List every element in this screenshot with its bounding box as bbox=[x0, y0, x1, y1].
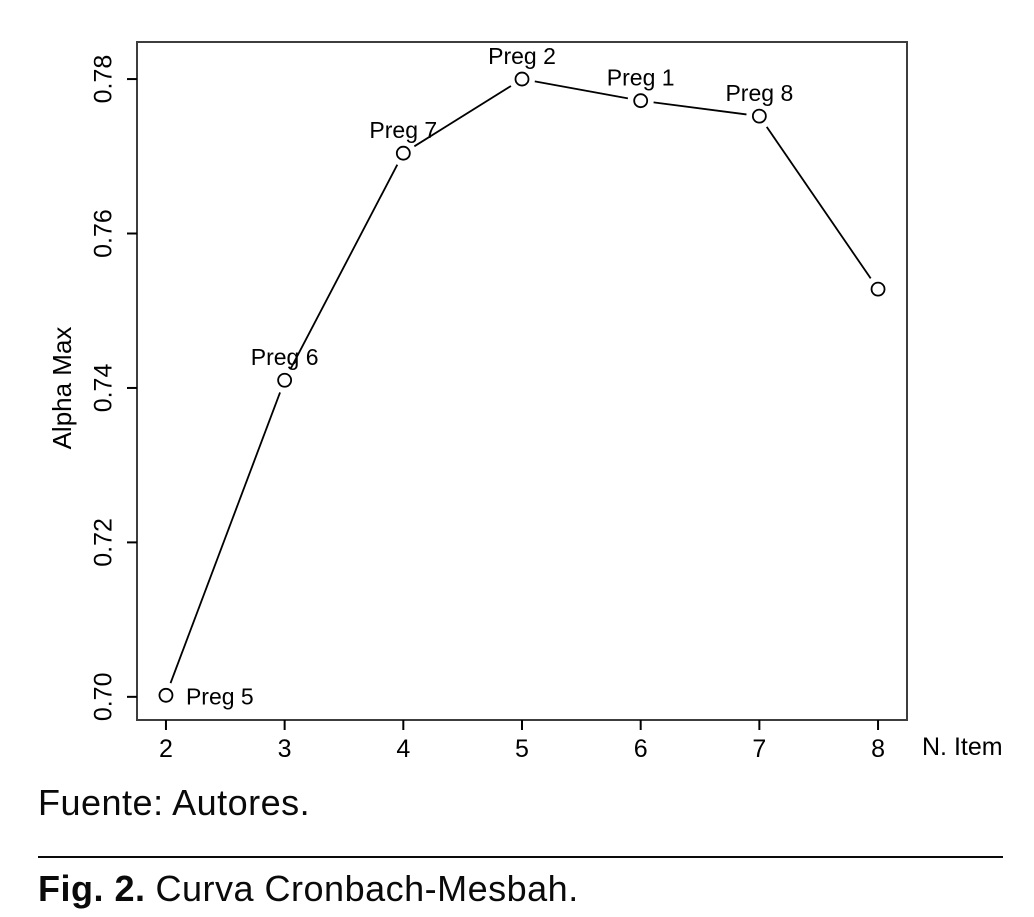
data-point-label: Preg 6 bbox=[251, 344, 319, 370]
x-axis-tick-label: 2 bbox=[159, 735, 173, 762]
cronbach-mesbah-curve-chart: 0.70 0.72 0.74 0.76 0.78 2 3 4 5 6 7 8 Alpha Max N. I… bbox=[47, 41, 1003, 762]
figure-caption: Fig. 2. Curva Cronbach-Mesbah. bbox=[38, 868, 579, 910]
x-axis-tick-label: 7 bbox=[752, 735, 766, 762]
data-point-marker bbox=[158, 687, 174, 703]
x-axis-title: N. Item bbox=[922, 733, 1003, 761]
y-axis-tick-label: 0.78 bbox=[90, 55, 118, 104]
data-point-label: Preg 1 bbox=[607, 65, 675, 91]
series-line-segment bbox=[289, 164, 399, 370]
series-line-segment bbox=[765, 126, 872, 279]
data-point-label: Preg 5 bbox=[186, 683, 254, 709]
y-axis-tick-label: 0.72 bbox=[90, 518, 118, 567]
x-axis-tick-label: 8 bbox=[871, 735, 885, 762]
y-axis-title: Alpha Max bbox=[47, 327, 77, 450]
x-axis-tick-label: 3 bbox=[278, 735, 292, 762]
data-point-label: Preg 7 bbox=[369, 117, 437, 143]
figure-caption-label: Fig. 2. bbox=[38, 868, 146, 909]
y-axis-tick-label: 0.70 bbox=[90, 672, 118, 721]
x-axis-tick-label: 4 bbox=[396, 735, 410, 762]
series-line-segment bbox=[169, 392, 281, 684]
source-note: Fuente: Autores. bbox=[38, 782, 311, 823]
series-line-segment bbox=[413, 85, 512, 148]
plot-border bbox=[136, 41, 908, 721]
data-point-marker bbox=[277, 372, 293, 388]
caption-divider bbox=[38, 856, 1003, 858]
y-axis-tick-label: 0.74 bbox=[90, 364, 118, 413]
data-point-marker bbox=[395, 145, 411, 161]
series-line-segment bbox=[653, 101, 747, 116]
data-point-marker bbox=[751, 108, 767, 124]
data-point-marker bbox=[870, 281, 886, 297]
data-point-marker bbox=[633, 93, 649, 109]
data-point-marker bbox=[514, 71, 530, 87]
series-line-segment bbox=[534, 80, 629, 100]
data-point-label: Preg 2 bbox=[488, 43, 556, 69]
x-axis-tick-label: 5 bbox=[515, 735, 529, 762]
y-axis-tick-label: 0.76 bbox=[90, 209, 118, 258]
figure-caption-text: Curva Cronbach-Mesbah. bbox=[155, 868, 579, 909]
x-axis-tick-label: 6 bbox=[634, 735, 648, 762]
data-point-label: Preg 8 bbox=[725, 80, 793, 106]
